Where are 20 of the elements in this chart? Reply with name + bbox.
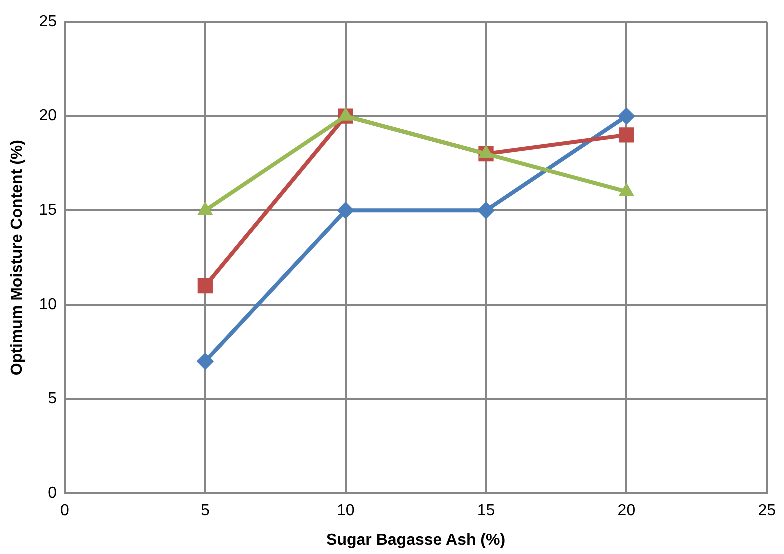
point [478, 202, 495, 220]
x-tick-label: 0 [60, 502, 70, 520]
point [619, 128, 634, 143]
point [198, 278, 213, 294]
x-tick-label: 25 [758, 502, 776, 520]
y-tick-label: 20 [39, 108, 58, 125]
x-tick-label: 5 [200, 502, 210, 520]
y-tick-label: 5 [48, 390, 58, 408]
y-tick-label: 25 [39, 13, 58, 30]
x-tick-label: 20 [618, 502, 636, 520]
x-tick-label: 10 [336, 502, 355, 520]
point [618, 108, 636, 125]
y-tick-label: 10 [39, 296, 58, 314]
y-axis-title: Optimum Moisture Content (%) [9, 140, 26, 376]
x-tick-label: 15 [477, 502, 496, 520]
x-axis-title: Sugar Bagasse Ash (%) [326, 532, 506, 549]
y-tick-label: 0 [48, 485, 58, 502]
point [337, 202, 354, 220]
y-tick-label: 15 [39, 202, 58, 220]
point [196, 353, 214, 370]
